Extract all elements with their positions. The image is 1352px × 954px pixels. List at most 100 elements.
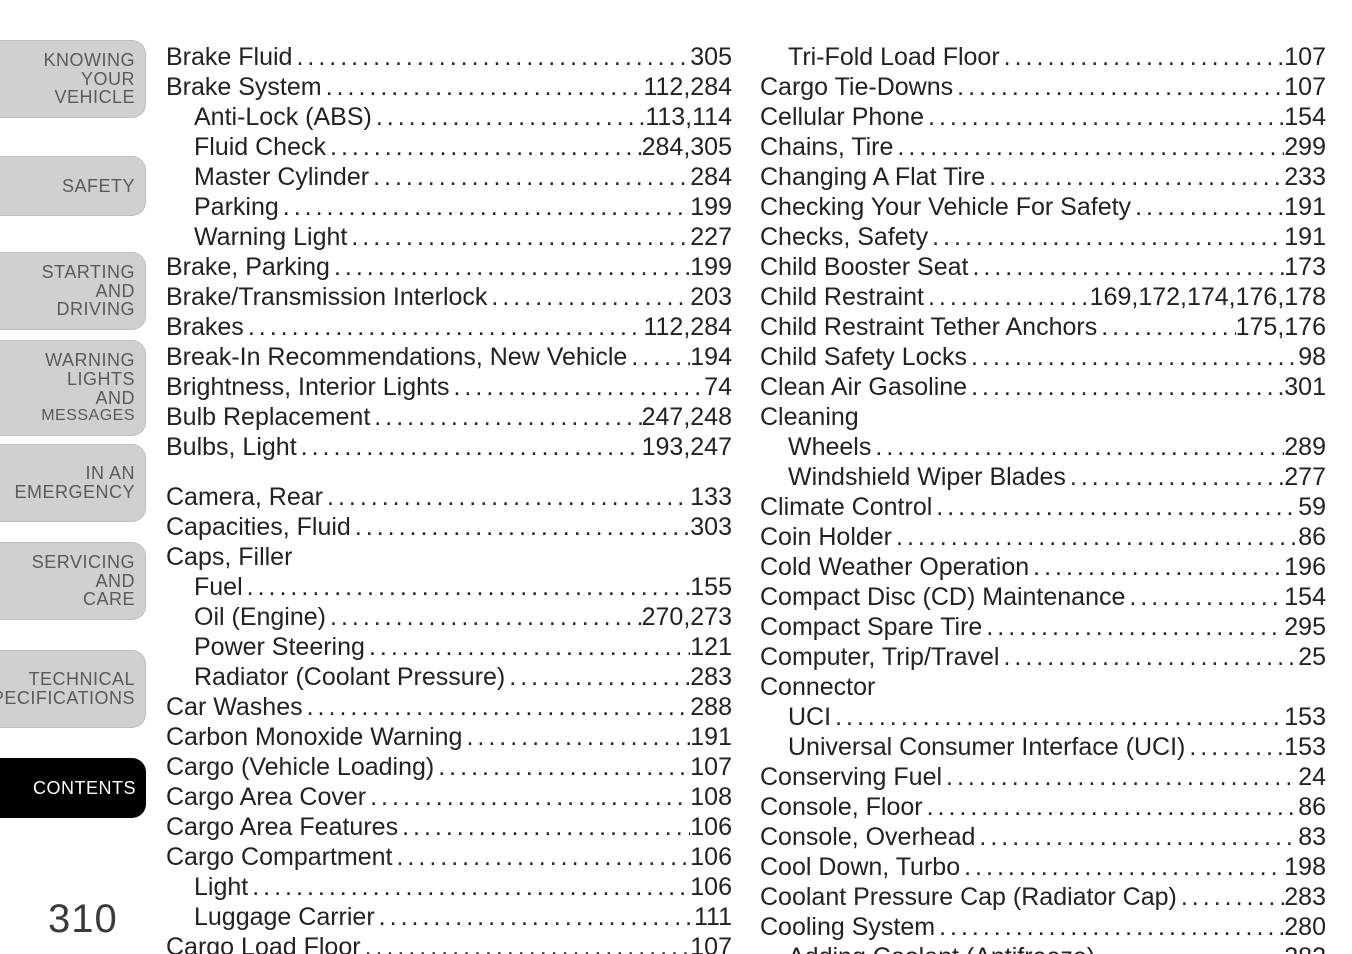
- index-label: Console, Floor: [760, 792, 923, 822]
- index-page-ref: 191: [690, 722, 732, 752]
- index-row: Bulbs, Light193,247: [166, 432, 732, 462]
- index-row: Fuel155: [166, 572, 732, 602]
- index-page-ref: 303: [690, 512, 732, 542]
- index-label: Luggage Carrier: [194, 902, 375, 932]
- index-label: UCI: [788, 702, 831, 732]
- page-number: 310: [48, 897, 118, 942]
- index-row: Brake System112,284: [166, 72, 732, 102]
- leader-dots: [323, 482, 690, 512]
- nav-tab-label: STARTING: [42, 263, 135, 282]
- index-row: Cargo Compartment106: [166, 842, 732, 872]
- nav-tab-5[interactable]: SERVICINGANDCARE: [0, 542, 146, 620]
- nav-tab-label: TECHNICAL: [28, 670, 135, 689]
- index-row: Tri-Fold Load Floor107: [760, 42, 1326, 72]
- index-label: Compact Disc (CD) Maintenance: [760, 582, 1125, 612]
- index-page-ref: 86: [1298, 522, 1326, 552]
- nav-tab-label: CONTENTS: [33, 779, 136, 798]
- index-label: Car Washes: [166, 692, 303, 722]
- index-row: Computer, Trip/Travel25: [760, 642, 1326, 672]
- index-row: Car Washes288: [166, 692, 732, 722]
- index-page-ref: 25: [1298, 642, 1326, 672]
- index-page-ref: 289: [1284, 432, 1326, 462]
- leader-dots: [398, 812, 690, 842]
- index-label: Brake System: [166, 72, 322, 102]
- index-row: Clean Air Gasoline301: [760, 372, 1326, 402]
- index-label: Universal Consumer Interface (UCI): [788, 732, 1185, 762]
- index-row: Child Booster Seat173: [760, 252, 1326, 282]
- column-2: Tri-Fold Load Floor107Cargo Tie-Downs107…: [760, 42, 1326, 954]
- index-page-ref: 233: [1284, 162, 1326, 192]
- leader-dots: [1000, 42, 1285, 72]
- leader-dots: [322, 72, 644, 102]
- leader-dots: [297, 432, 642, 462]
- index-label: Brightness, Interior Lights: [166, 372, 449, 402]
- index-page-ref: 227: [690, 222, 732, 252]
- nav-tab-7[interactable]: CONTENTS: [0, 758, 146, 818]
- index-row: Cool Down, Turbo198: [760, 852, 1326, 882]
- leader-dots: [893, 132, 1284, 162]
- nav-tab-1[interactable]: SAFETY: [0, 156, 146, 216]
- index-label: Radiator (Coolant Pressure): [194, 662, 505, 692]
- index-row: Oil (Engine)270,273: [166, 602, 732, 632]
- index-label: Cargo Compartment: [166, 842, 392, 872]
- leader-dots: [928, 222, 1284, 252]
- index-page-ref: 194: [690, 342, 732, 372]
- index-page-ref: 133: [690, 482, 732, 512]
- index-label: Warning Light: [194, 222, 347, 252]
- index-page-ref: 108: [690, 782, 732, 812]
- leader-dots: [243, 572, 691, 602]
- index-row: Cargo Load Floor107: [166, 932, 732, 954]
- index-label: Brake/Transmission Interlock: [166, 282, 487, 312]
- leader-dots: [985, 162, 1284, 192]
- index-label: Cargo (Vehicle Loading): [166, 752, 434, 782]
- nav-tab-3[interactable]: WARNINGLIGHTSANDMESSAGES: [0, 340, 146, 436]
- leader-dots: [292, 42, 690, 72]
- index-page-ref: 121: [690, 632, 732, 662]
- leader-dots: [279, 192, 691, 222]
- leader-dots: [366, 782, 690, 812]
- index-label: Coin Holder: [760, 522, 892, 552]
- index-label: Cargo Tie-Downs: [760, 72, 953, 102]
- index-row: Cellular Phone154: [760, 102, 1326, 132]
- nav-tab-4[interactable]: IN ANEMERGENCY: [0, 444, 146, 522]
- nav-tab-6[interactable]: TECHNICALSPECIFICATIONS: [0, 650, 146, 728]
- index-label: Power Steering: [194, 632, 365, 662]
- index-page-ref: 247,248: [642, 402, 732, 432]
- index-page-ref: 106: [690, 812, 732, 842]
- index-label: Light: [194, 872, 248, 902]
- nav-tab-label: CARE: [83, 590, 135, 609]
- leader-dots: [1185, 732, 1284, 762]
- index-row: Brake Fluid305: [166, 42, 732, 72]
- index-row: Cleaning: [760, 402, 1326, 432]
- leader-dots: [392, 842, 690, 872]
- index-page-ref: 299: [1284, 132, 1326, 162]
- leader-dots: [361, 932, 691, 954]
- leader-dots: [449, 372, 704, 402]
- index-label: Brake, Parking: [166, 252, 330, 282]
- nav-tab-0[interactable]: KNOWINGYOURVEHICLE: [0, 40, 146, 118]
- index-page-ref: 270,273: [642, 602, 732, 632]
- index-row: Cooling System280: [760, 912, 1326, 942]
- index-row: Checks, Safety191: [760, 222, 1326, 252]
- index-row: Climate Control59: [760, 492, 1326, 522]
- index-row: Fluid Check284,305: [166, 132, 732, 162]
- index-row: Caps, Filler: [166, 542, 732, 572]
- index-label: Changing A Flat Tire: [760, 162, 985, 192]
- index-label: Caps, Filler: [166, 542, 292, 572]
- index-row: Child Restraint169,172,174,176,178: [760, 282, 1326, 312]
- index-row: Capacities, Fluid303: [166, 512, 732, 542]
- index-page-ref: 98: [1298, 342, 1326, 372]
- index-row: Light106: [166, 872, 732, 902]
- index-page-ref: 59: [1298, 492, 1326, 522]
- leader-dots: [942, 762, 1298, 792]
- index-row: Compact Disc (CD) Maintenance154: [760, 582, 1326, 612]
- index-row: Brakes112,284: [166, 312, 732, 342]
- nav-tab-label: SERVICING: [32, 553, 135, 572]
- index-label: Connector: [760, 672, 875, 702]
- leader-dots: [627, 342, 690, 372]
- leader-dots: [967, 372, 1284, 402]
- index-row: Power Steering 121: [166, 632, 732, 662]
- index-label: Fluid Check: [194, 132, 326, 162]
- nav-tab-2[interactable]: STARTINGANDDRIVING: [0, 252, 146, 330]
- index-row: Checking Your Vehicle For Safety191: [760, 192, 1326, 222]
